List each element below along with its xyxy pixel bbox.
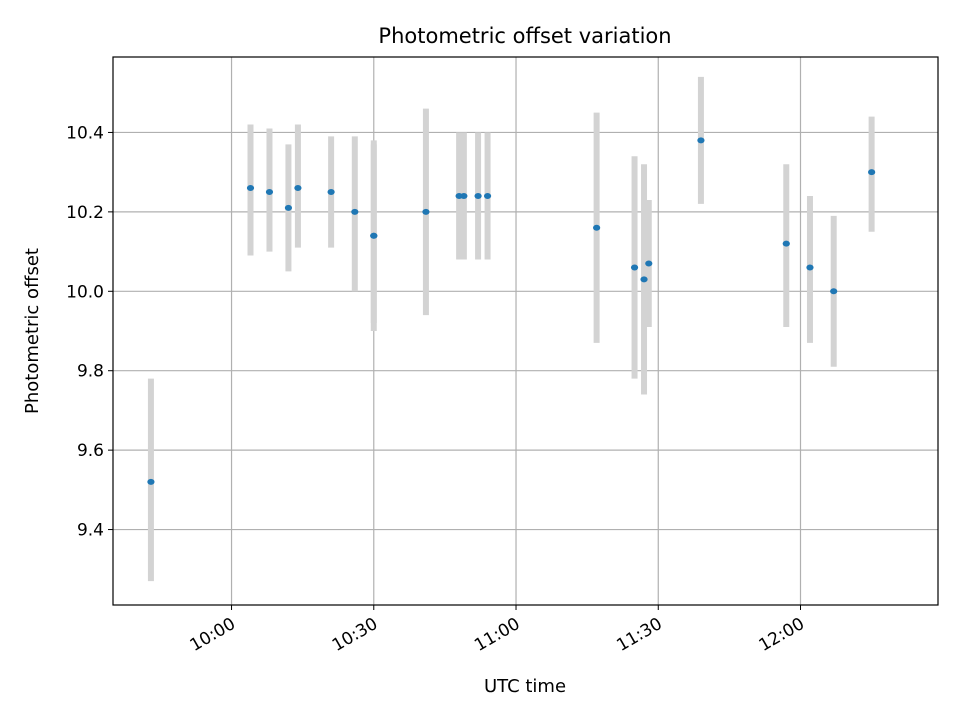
data-point <box>284 204 293 211</box>
data-point <box>830 288 838 295</box>
grid-layer <box>113 57 938 605</box>
point-layer <box>147 137 876 485</box>
chart-title: Photometric offset variation <box>378 24 671 48</box>
x-tick-label: 12:00 <box>756 614 808 656</box>
data-point <box>593 224 601 231</box>
data-point <box>327 189 335 196</box>
x-axis-label: UTC time <box>484 676 566 697</box>
data-point <box>246 185 255 192</box>
data-point <box>351 208 359 215</box>
data-point <box>294 185 302 192</box>
data-point <box>474 192 482 199</box>
data-point <box>370 232 378 239</box>
data-point <box>697 137 705 144</box>
y-tick-layer: 9.4 9.6 9.8 10.0 10.2 10.4 <box>66 123 113 541</box>
data-point <box>645 260 653 267</box>
y-tick-label: 10.4 <box>66 123 104 143</box>
data-point <box>460 192 468 199</box>
errorbar-layer <box>147 76 875 582</box>
data-point <box>806 264 814 271</box>
data-point <box>782 240 790 247</box>
data-point <box>640 276 648 283</box>
data-point <box>265 189 274 196</box>
x-tick-label: 10:00 <box>187 614 239 656</box>
y-tick-label: 9.6 <box>77 441 104 461</box>
y-tick-label: 10.0 <box>66 282 104 302</box>
data-point <box>483 192 492 199</box>
x-tick-label: 11:30 <box>613 614 665 656</box>
y-tick-label: 9.8 <box>77 362 104 382</box>
data-point <box>147 478 155 485</box>
data-point <box>630 264 639 271</box>
data-point <box>868 169 876 176</box>
y-axis-label: Photometric offset <box>22 248 43 414</box>
plot-frame <box>112 56 939 606</box>
data-point <box>422 208 430 215</box>
x-tick-layer: 10:00 10:30 11:00 11:30 12:00 <box>187 605 808 656</box>
x-tick-label: 10:30 <box>329 614 381 656</box>
y-tick-label: 10.2 <box>66 203 104 223</box>
x-tick-label: 11:00 <box>471 614 523 656</box>
y-tick-label: 9.4 <box>77 521 104 541</box>
